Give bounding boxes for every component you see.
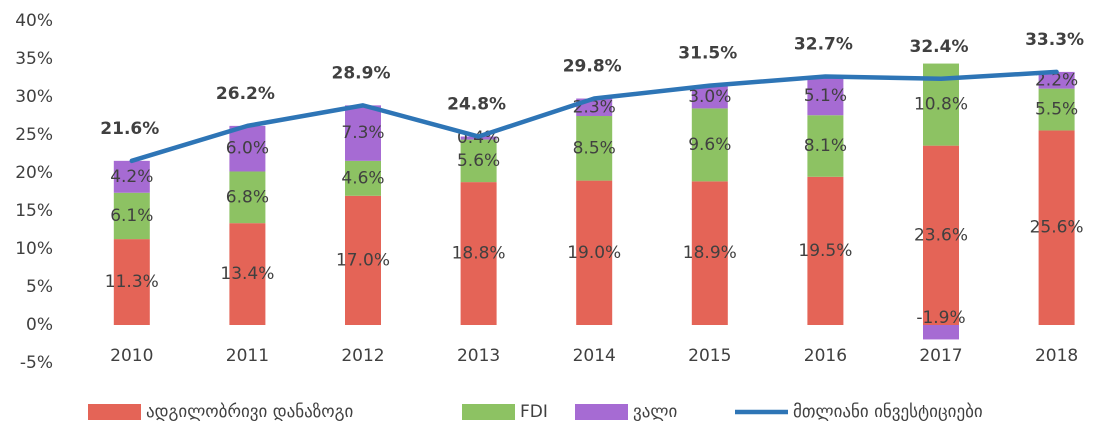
data-label: 7.3% [341, 123, 384, 143]
legend-label: FDI [520, 402, 548, 422]
data-label: 8.1% [804, 136, 847, 156]
data-label: 9.6% [688, 135, 731, 155]
y-tick-label: 10% [15, 239, 53, 259]
total-label: 28.9% [332, 63, 391, 83]
y-tick-label: 30% [15, 87, 53, 107]
total-label: 29.8% [563, 57, 622, 77]
bar-segment [229, 125, 266, 172]
y-tick-label: 5% [26, 277, 53, 297]
legend-swatch [462, 404, 515, 420]
legend-swatch [88, 404, 141, 420]
bar-segment [807, 76, 844, 116]
x-tick-label: 2012 [341, 346, 384, 366]
bar-segment [113, 239, 150, 325]
bar-segment [576, 116, 613, 181]
bar-segment [923, 145, 959, 325]
data-label: 5.5% [1035, 100, 1078, 120]
bar-segment [345, 160, 381, 196]
x-tick-label: 2013 [457, 346, 500, 366]
y-tick-label: 15% [15, 201, 53, 221]
total-label: 32.7% [794, 34, 853, 54]
bar-segment [1038, 71, 1075, 89]
bar-segment [229, 171, 266, 224]
bar-segment [113, 192, 150, 240]
bar-segment [229, 223, 266, 325]
y-tick-label: 0% [26, 315, 53, 335]
legend-label: ადგილობრივი დანაზოგი [146, 402, 353, 422]
data-label: 18.8% [452, 244, 506, 264]
total-label: 32.4% [910, 37, 969, 57]
data-label: 19.0% [567, 243, 621, 263]
bar-segment [460, 182, 497, 325]
total-label: 31.5% [678, 44, 737, 64]
data-label: 8.5% [573, 138, 616, 158]
y-tick-label: 25% [15, 125, 53, 145]
total-line [129, 69, 1059, 164]
legend-label: მთლიანი ინვესტიციები [793, 402, 983, 422]
data-label: 23.6% [914, 225, 968, 245]
data-label: 6.1% [110, 206, 153, 226]
x-tick-label: 2011 [226, 346, 269, 366]
legend-swatch [575, 404, 628, 420]
data-label: 19.5% [798, 241, 852, 261]
data-label: 25.6% [1030, 218, 1084, 238]
data-label: 18.9% [683, 243, 737, 263]
x-tick-label: 2017 [919, 346, 962, 366]
data-label: 4.6% [341, 168, 384, 188]
bar-segment [923, 325, 959, 340]
bar-segment [345, 105, 381, 161]
total-label: 24.8% [447, 95, 506, 115]
data-label: 6.0% [226, 139, 269, 159]
data-label: 11.3% [105, 272, 159, 292]
bar-segment [576, 180, 613, 325]
data-label: 17.0% [336, 250, 390, 270]
x-tick-label: 2018 [1035, 346, 1078, 366]
bar-segment [807, 176, 844, 325]
data-label: -1.9% [916, 308, 965, 328]
bar-segment [460, 139, 497, 183]
data-label: 4.2% [110, 167, 153, 187]
y-tick-label: 40% [15, 11, 53, 31]
x-tick-label: 2014 [573, 346, 616, 366]
total-label: 21.6% [100, 119, 159, 139]
data-label: 5.6% [457, 151, 500, 171]
bar-segment [691, 181, 728, 325]
x-tick-label: 2015 [688, 346, 731, 366]
y-tick-label: 20% [15, 163, 53, 183]
total-label: 26.2% [216, 84, 275, 104]
bar-segment [807, 115, 844, 177]
bar-segment [691, 108, 728, 182]
data-label: 5.1% [804, 86, 847, 106]
legend-label: ვალი [633, 402, 677, 422]
data-label: 10.8% [914, 95, 968, 115]
bar-segment [1038, 130, 1075, 325]
data-label: 2.2% [1035, 70, 1078, 90]
data-label: 6.8% [226, 187, 269, 207]
data-label: 13.4% [220, 264, 274, 284]
bar-segment [1038, 88, 1075, 131]
bar-segment [691, 85, 728, 109]
x-tick-label: 2010 [110, 346, 153, 366]
bar-segment [345, 195, 381, 325]
y-tick-label: -5% [20, 353, 53, 373]
y-tick-label: 35% [15, 49, 53, 69]
bar-segment [113, 160, 150, 193]
total-label: 33.3% [1025, 30, 1084, 50]
data-label: 3.0% [688, 87, 731, 107]
x-tick-label: 2016 [804, 346, 847, 366]
